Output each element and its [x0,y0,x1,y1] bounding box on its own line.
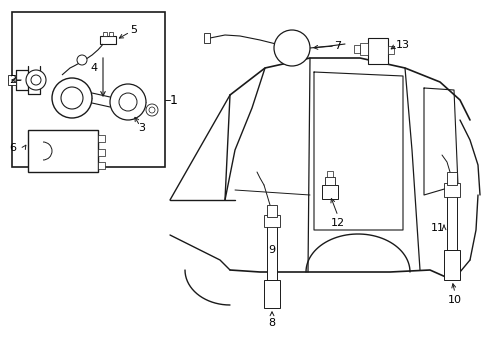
Bar [446,172,456,185]
Circle shape [273,30,309,66]
Circle shape [77,55,87,65]
Bar [443,250,459,280]
Bar [443,183,459,197]
Bar [326,171,332,177]
Bar [98,162,105,169]
Bar [321,185,337,199]
Bar [8,75,16,85]
Bar [359,43,367,55]
Circle shape [31,75,41,85]
Bar [446,195,456,250]
Text: 1: 1 [170,94,178,107]
Bar [266,225,276,280]
Text: 4: 4 [91,63,98,73]
Text: 5: 5 [130,25,137,35]
Bar [266,205,276,217]
Text: 7: 7 [333,41,341,51]
Bar [103,32,107,36]
Bar [367,38,387,64]
Bar [28,130,98,172]
Bar [325,177,334,185]
Bar [109,32,113,36]
Text: 2: 2 [9,75,16,85]
Circle shape [26,70,46,90]
Bar [353,45,359,53]
Circle shape [52,78,92,118]
Circle shape [110,84,146,120]
Text: 12: 12 [330,218,345,228]
Bar [387,46,393,54]
Circle shape [146,104,158,116]
Text: 6: 6 [9,143,16,153]
Text: 11: 11 [430,223,444,233]
Circle shape [61,87,83,109]
Text: 13: 13 [395,40,409,50]
Bar [100,36,116,44]
Bar [264,280,280,308]
Circle shape [119,93,137,111]
Bar [203,33,209,43]
Bar [98,149,105,156]
Text: 10: 10 [447,295,461,305]
Bar [98,135,105,142]
Text: 3: 3 [138,123,145,133]
Bar [12,12,164,167]
Text: 9: 9 [268,245,275,255]
Text: 8: 8 [268,318,275,328]
Bar [264,215,280,227]
Circle shape [149,107,155,113]
